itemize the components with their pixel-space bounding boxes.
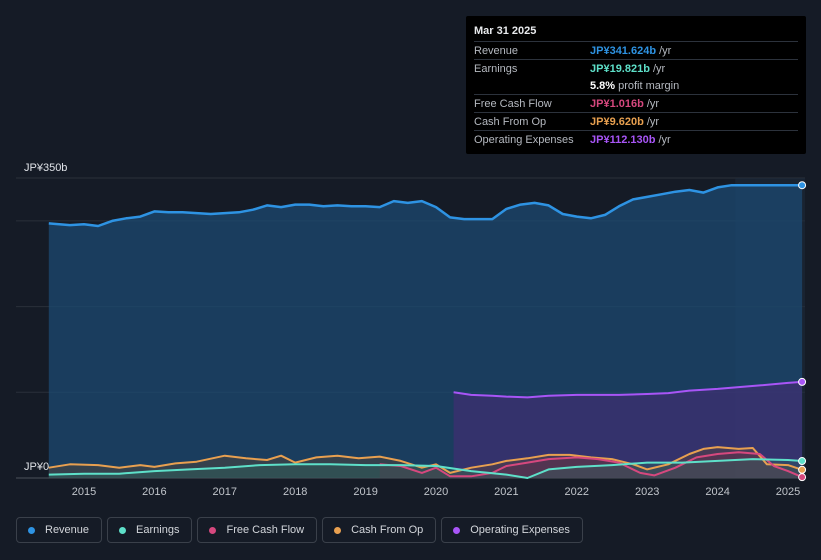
tooltip-row-value: JP¥9.620b [590, 116, 644, 128]
data-tooltip: Mar 31 2025 Revenue JP¥341.624b/yr Earning… [466, 16, 806, 154]
tooltip-row-value: JP¥112.130b [590, 134, 656, 146]
tooltip-row-value: JP¥19.821b [590, 63, 650, 75]
tooltip-row: 5.8% profit margin [474, 77, 798, 94]
legend-label: Cash From Op [351, 524, 424, 536]
operating-expenses-end-marker [798, 377, 807, 386]
chart-legend: Revenue Earnings Free Cash Flow Cash From O… [16, 517, 583, 543]
legend-dot-icon [453, 526, 461, 534]
legend-dot-icon [334, 526, 342, 534]
tooltip-row: Operating Expenses JP¥112.130b/yr [474, 130, 798, 148]
operating-expenses-line [453, 380, 803, 399]
x-axis-ticks: 2015 2016 2017 2018 2019 2020 2021 2022 2023 2024… [72, 486, 800, 498]
tooltip-row-value: JP¥1.016b [590, 98, 644, 110]
legend-item-cash-from-op[interactable]: Cash From Op [322, 517, 437, 543]
tooltip-row-unit: profit margin [618, 80, 680, 92]
tooltip-row-label: Operating Expenses [474, 134, 574, 146]
legend-item-earnings[interactable]: Earnings [107, 517, 193, 543]
cash-from-op-line [48, 446, 803, 474]
x-tick-label: 2015 [72, 486, 96, 498]
legend-label: Revenue [45, 524, 90, 536]
tooltip-row-unit: /yr [646, 98, 660, 110]
tooltip-row-label: Revenue [474, 45, 519, 57]
x-tick-label: 2018 [283, 486, 307, 498]
free-cash-flow-line [379, 451, 803, 479]
free-cash-flow-end-marker [798, 473, 807, 482]
revenue-line [48, 183, 803, 228]
tooltip-row-label [474, 78, 590, 94]
tooltip-row-unit: /yr [658, 134, 671, 146]
earnings-area [48, 459, 803, 478]
x-tick-label: 2016 [142, 486, 166, 498]
free-cash-flow-area [379, 452, 803, 478]
tooltip-row-label: Earnings [474, 63, 518, 75]
x-tick-label: 2017 [213, 486, 237, 498]
tooltip-row: Earnings JP¥19.821b/yr [474, 59, 798, 77]
y-axis-top-label: JP¥350b [24, 162, 67, 174]
tooltip-rows: Revenue JP¥341.624b/yr Earnings JP¥19.821b /… [474, 41, 798, 148]
series-lines [48, 183, 803, 479]
legend-dot-icon [119, 526, 127, 534]
legend-dot-icon [28, 526, 35, 534]
cash-from-op-end-marker [798, 465, 807, 474]
tooltip-row-unit: /yr [652, 63, 666, 75]
legend-item-operating-expenses[interactable]: Operating Expenses [441, 517, 583, 543]
legend-label: Operating Expenses [470, 524, 570, 536]
legend-item-free-cash-flow[interactable]: Free Cash Flow [197, 517, 318, 543]
earnings-end-marker [798, 457, 807, 466]
y-axis-bottom-label: JP¥0 [24, 461, 49, 473]
tooltip-row-value: 5.8% [590, 80, 616, 92]
legend-dot-icon [209, 526, 217, 534]
legend-label: Free Cash Flow [226, 524, 305, 536]
tooltip-row-label: Free Cash Flow [474, 98, 552, 110]
x-tick-label: 2019 [353, 486, 377, 498]
series-areas [48, 185, 803, 478]
x-tick-label: 2022 [565, 486, 589, 498]
x-tick-label: 2023 [635, 486, 659, 498]
tooltip-date: Mar 31 2025 [474, 25, 537, 37]
tooltip-row-label: Cash From Op [474, 116, 547, 128]
earnings-line [48, 458, 803, 479]
tooltip-row-unit: /yr [646, 116, 660, 128]
tooltip-row-unit: /yr [659, 45, 672, 57]
cash-from-op-area [48, 447, 803, 478]
legend-item-revenue[interactable]: Revenue [16, 517, 103, 543]
x-tick-label: 2021 [494, 486, 518, 498]
revenue-end-marker [798, 181, 807, 190]
series-end-markers [798, 181, 807, 482]
tooltip-row-value: JP¥341.624b [590, 45, 657, 57]
tooltip-row: Cash From Op JP¥9.620b/yr [474, 112, 798, 130]
tooltip-row: Free Cash Flow JP¥1.016b/yr [474, 94, 798, 112]
legend-label: Earnings [136, 524, 180, 536]
x-tick-label: 2020 [424, 486, 448, 498]
x-tick-label: 2025 [776, 486, 800, 498]
x-tick-label: 2024 [705, 486, 729, 498]
tooltip-row: Revenue JP¥341.624b/yr [474, 41, 798, 59]
